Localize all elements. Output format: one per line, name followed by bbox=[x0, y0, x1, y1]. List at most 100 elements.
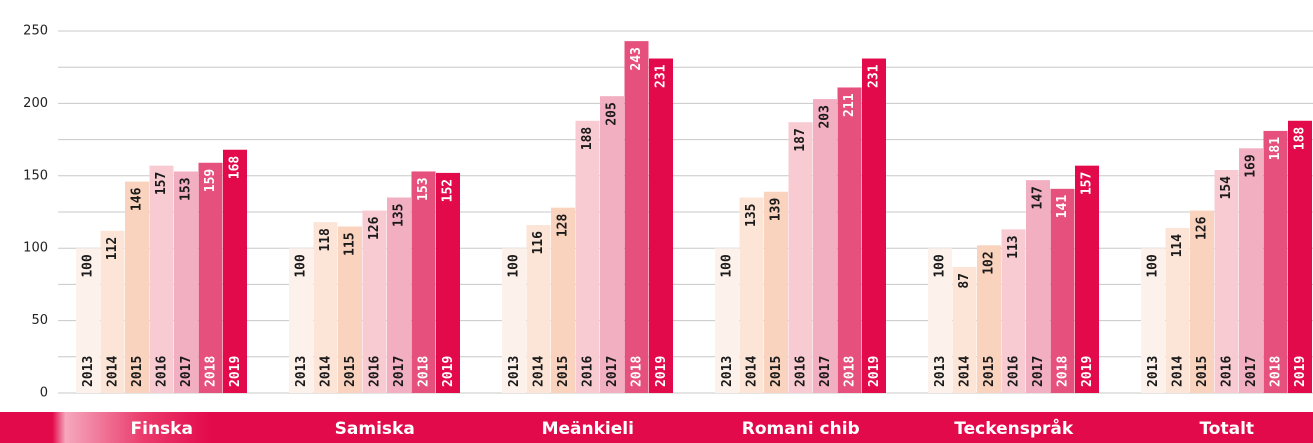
year-label: 2014 bbox=[105, 356, 120, 387]
value-label: 87 bbox=[957, 273, 972, 289]
value-label: 231 bbox=[654, 64, 669, 88]
value-label: 114 bbox=[1170, 234, 1185, 258]
year-label: 2017 bbox=[392, 356, 407, 387]
year-label: 2015 bbox=[769, 356, 784, 387]
bar bbox=[1001, 229, 1026, 393]
year-label: 2015 bbox=[130, 356, 145, 387]
bar bbox=[1026, 180, 1050, 393]
value-label: 157 bbox=[154, 172, 169, 195]
year-label: 2019 bbox=[228, 356, 243, 387]
year-label: 2015 bbox=[556, 356, 571, 387]
value-label: 139 bbox=[769, 198, 784, 221]
bar bbox=[813, 99, 837, 393]
year-label: 2019 bbox=[867, 356, 882, 387]
category-label: Teckenspråk bbox=[954, 417, 1074, 439]
category-label: Meänkieli bbox=[542, 419, 634, 439]
bar bbox=[764, 191, 788, 393]
year-label: 2019 bbox=[654, 356, 669, 387]
bar bbox=[1075, 165, 1099, 393]
year-label: 2019 bbox=[1293, 356, 1308, 387]
category-label: Samiska bbox=[335, 419, 415, 439]
value-label: 135 bbox=[392, 204, 407, 227]
bar bbox=[862, 58, 886, 394]
value-label: 135 bbox=[744, 204, 759, 227]
bar bbox=[551, 207, 575, 393]
year-label: 2014 bbox=[744, 356, 759, 387]
value-label: 231 bbox=[867, 64, 882, 88]
bar bbox=[952, 267, 977, 393]
value-label: 128 bbox=[556, 213, 571, 237]
value-label: 159 bbox=[203, 169, 218, 192]
bar bbox=[1263, 130, 1288, 394]
year-label: 2013 bbox=[81, 356, 96, 387]
value-label: 141 bbox=[1055, 195, 1070, 219]
value-label: 211 bbox=[842, 93, 857, 117]
value-label: 126 bbox=[367, 216, 382, 240]
value-label: 147 bbox=[1031, 186, 1046, 209]
category-label: Totalt bbox=[1199, 419, 1254, 439]
bar bbox=[338, 226, 362, 393]
year-label: 2017 bbox=[818, 356, 833, 387]
year-label: 2016 bbox=[367, 356, 382, 387]
year-label: 2015 bbox=[1195, 356, 1210, 387]
year-label: 2016 bbox=[580, 356, 595, 387]
y-tick-label: 100 bbox=[23, 241, 48, 256]
value-label: 188 bbox=[1293, 127, 1308, 151]
bar bbox=[739, 197, 764, 393]
value-label: 157 bbox=[1080, 172, 1095, 195]
value-label: 116 bbox=[531, 231, 546, 255]
bar bbox=[223, 149, 247, 393]
bar bbox=[1050, 188, 1075, 393]
value-label: 146 bbox=[130, 187, 145, 211]
bar bbox=[1141, 248, 1165, 393]
bar bbox=[313, 222, 338, 393]
value-label: 243 bbox=[629, 47, 644, 70]
year-label: 2018 bbox=[842, 356, 857, 387]
bar bbox=[289, 248, 313, 393]
bar bbox=[198, 162, 223, 393]
value-label: 112 bbox=[105, 237, 120, 260]
year-label: 2018 bbox=[1268, 356, 1283, 387]
category-label: Finska bbox=[131, 419, 193, 439]
bar bbox=[977, 245, 1001, 393]
value-label: 205 bbox=[605, 102, 620, 125]
year-label: 2013 bbox=[1146, 356, 1161, 387]
year-label: 2015 bbox=[982, 356, 997, 387]
bar bbox=[76, 248, 100, 393]
bar bbox=[1214, 170, 1239, 393]
value-label: 100 bbox=[507, 254, 522, 278]
year-label: 2017 bbox=[1244, 356, 1259, 387]
year-label: 2019 bbox=[441, 356, 456, 387]
y-tick-label: 150 bbox=[23, 168, 48, 183]
year-label: 2016 bbox=[793, 356, 808, 387]
value-label: 169 bbox=[1244, 154, 1259, 177]
value-label: 153 bbox=[179, 177, 194, 200]
value-label: 100 bbox=[1146, 254, 1161, 278]
value-label: 126 bbox=[1195, 216, 1210, 240]
year-label: 2018 bbox=[416, 356, 431, 387]
bar bbox=[436, 172, 460, 393]
bar bbox=[125, 181, 149, 393]
year-label: 2017 bbox=[179, 356, 194, 387]
year-label: 2019 bbox=[1080, 356, 1095, 387]
category-label: Romani chib bbox=[742, 419, 860, 439]
value-label: 100 bbox=[294, 254, 309, 278]
value-label: 100 bbox=[81, 254, 96, 278]
year-label: 2014 bbox=[1170, 356, 1185, 387]
value-label: 113 bbox=[1006, 235, 1021, 258]
bar bbox=[526, 225, 551, 393]
value-label: 188 bbox=[580, 127, 595, 151]
value-label: 102 bbox=[982, 251, 997, 274]
y-tick-label: 200 bbox=[23, 96, 48, 111]
year-label: 2015 bbox=[343, 356, 358, 387]
bar bbox=[387, 197, 411, 393]
year-label: 2014 bbox=[318, 356, 333, 387]
category-band bbox=[0, 412, 1313, 443]
year-label: 2018 bbox=[203, 356, 218, 387]
bar bbox=[624, 41, 649, 394]
year-label: 2017 bbox=[1031, 356, 1046, 387]
bar bbox=[1239, 148, 1263, 393]
bar bbox=[100, 230, 125, 393]
value-label: 203 bbox=[818, 105, 833, 128]
bar bbox=[411, 171, 436, 393]
